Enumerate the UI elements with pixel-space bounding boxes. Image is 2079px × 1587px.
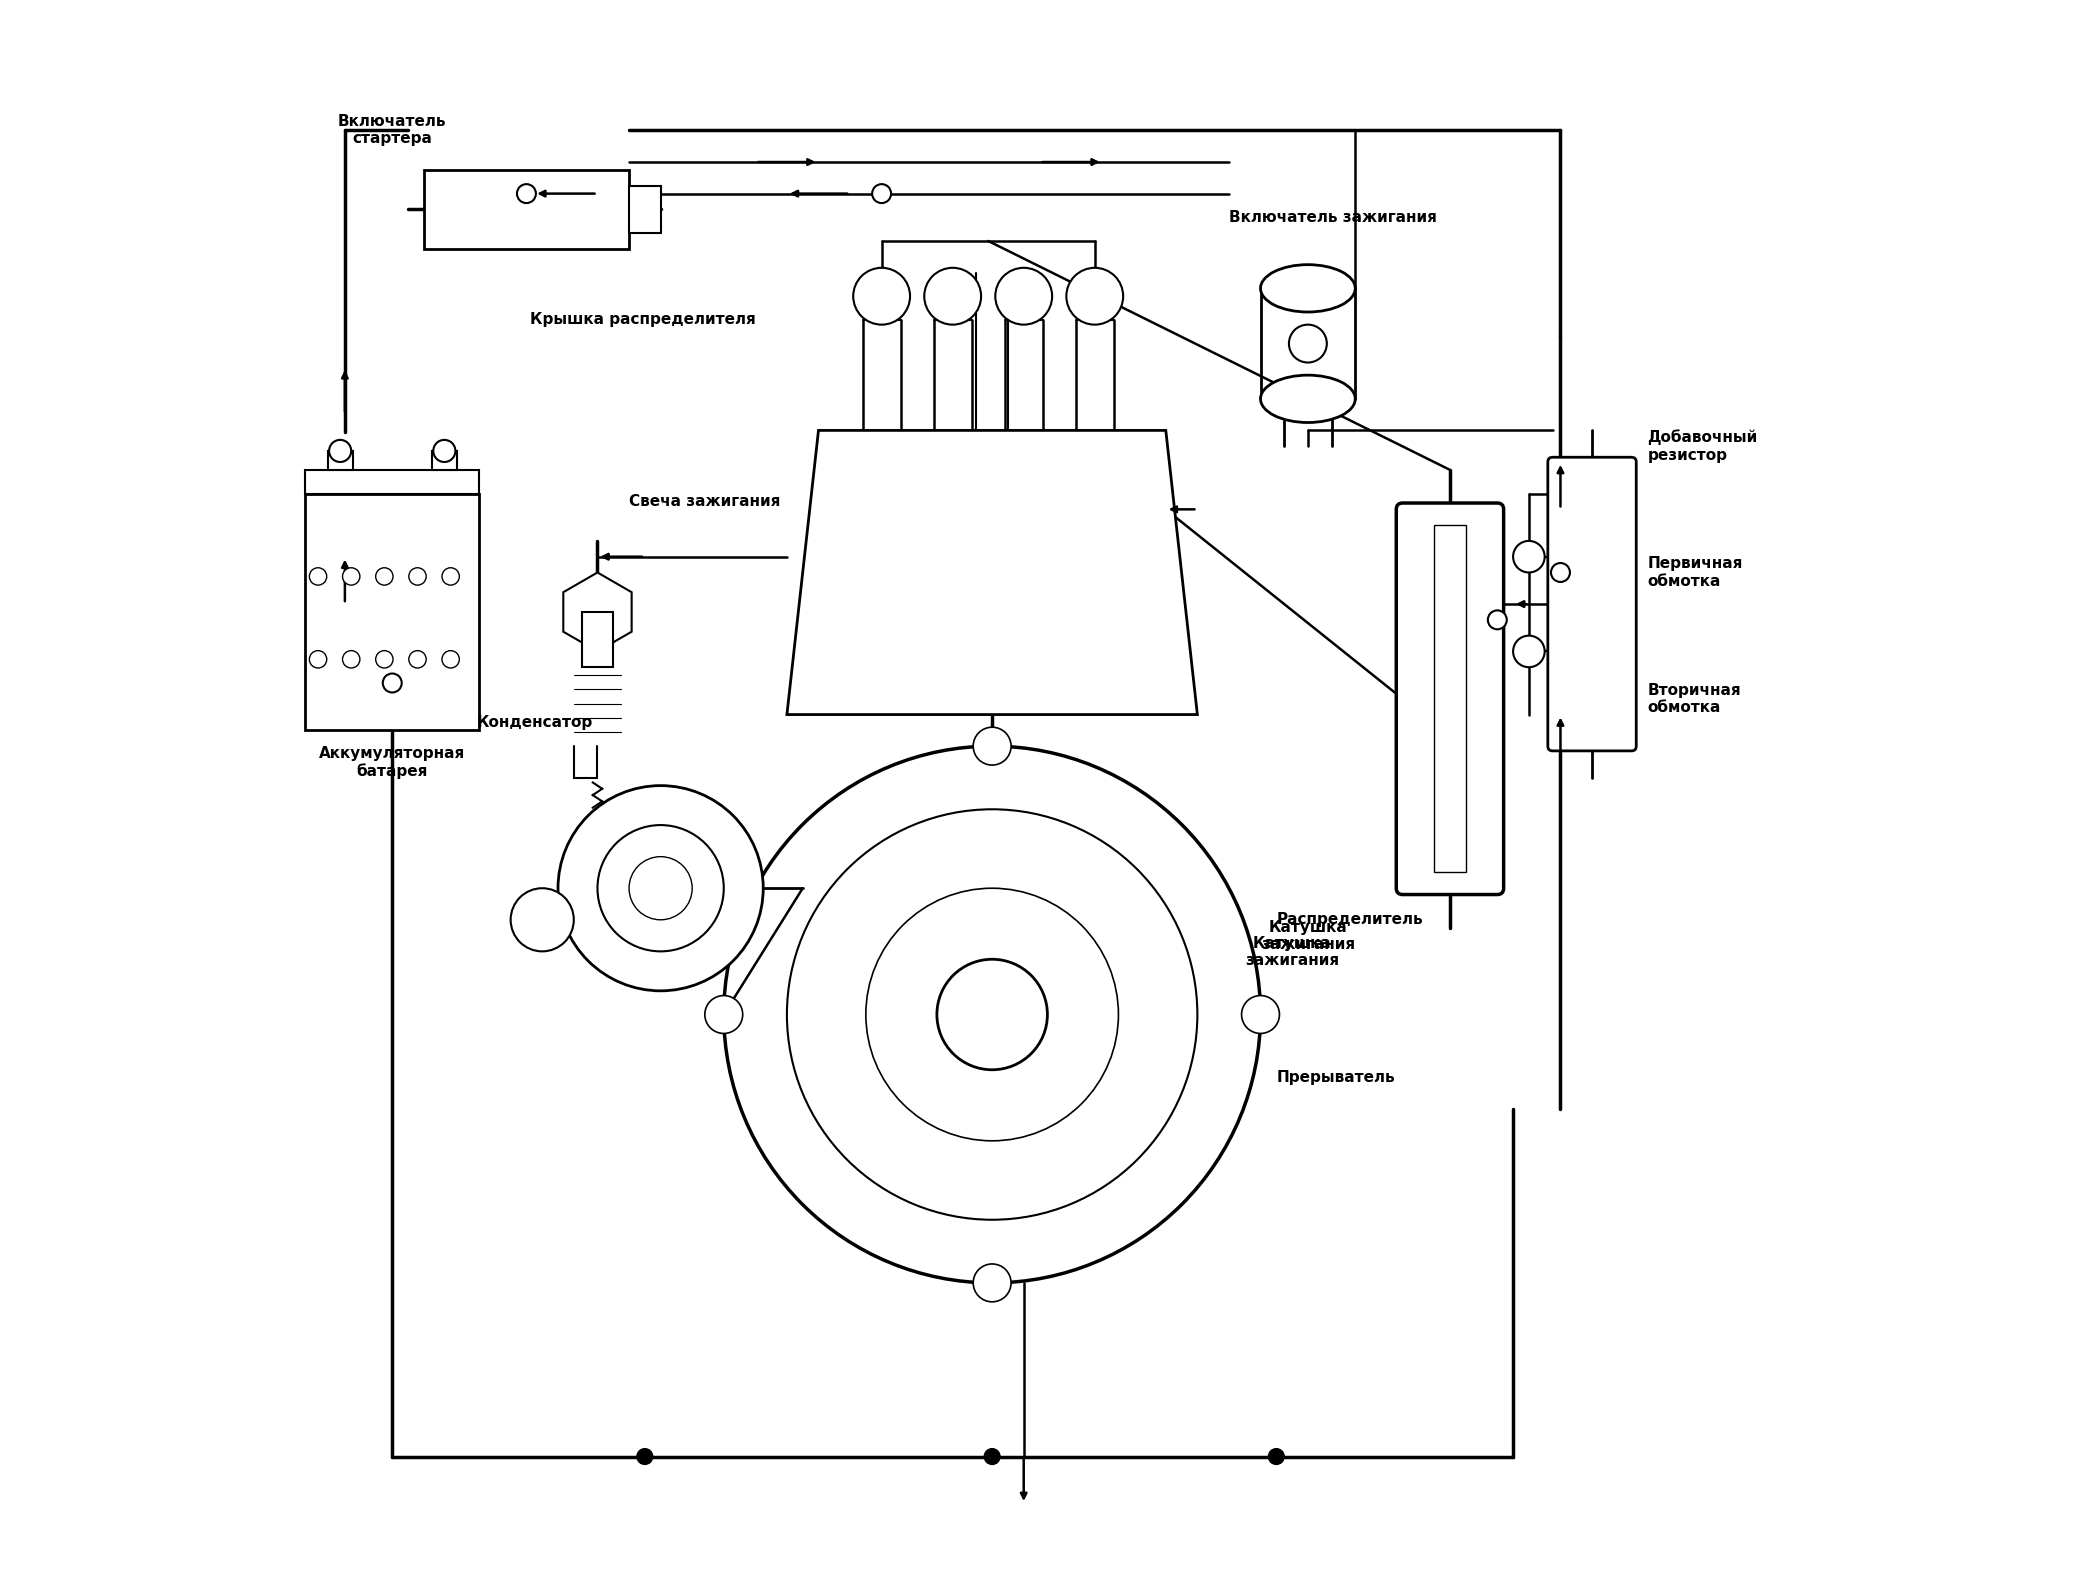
Circle shape [723,746,1260,1282]
Circle shape [1489,611,1507,630]
Bar [328,451,353,470]
Circle shape [1551,563,1570,582]
Text: Включатель зажигания: Включатель зажигания [1229,209,1437,225]
Text: Распределитель: Распределитель [1277,913,1422,927]
Circle shape [343,568,360,586]
Bar [306,494,478,730]
Bar [582,613,613,667]
Text: Прерыватель: Прерыватель [1277,1070,1395,1086]
Circle shape [557,786,763,990]
Circle shape [1514,541,1545,573]
Text: Первичная
обмотка: Первичная обмотка [1647,557,1742,589]
Text: Свеча зажигания: Свеча зажигания [630,494,780,509]
Circle shape [865,889,1119,1141]
Ellipse shape [1260,375,1356,422]
Circle shape [705,995,742,1033]
FancyBboxPatch shape [1397,503,1503,895]
Circle shape [443,568,459,586]
Circle shape [518,184,536,203]
Circle shape [597,825,723,951]
Circle shape [383,673,401,692]
Circle shape [443,651,459,668]
Circle shape [310,651,326,668]
Circle shape [343,651,360,668]
Circle shape [1514,636,1545,667]
Circle shape [996,268,1052,325]
Circle shape [376,568,393,586]
Circle shape [983,1449,1000,1465]
Circle shape [511,889,574,951]
Circle shape [630,857,692,920]
Circle shape [788,809,1198,1220]
Circle shape [1067,268,1123,325]
Text: Включатель
стартера: Включатель стартера [339,114,447,146]
Text: Крышка распределителя: Крышка распределителя [530,313,755,327]
Ellipse shape [1260,265,1356,313]
Bar [1435,525,1466,873]
Text: Аккумуляторная
батарея: Аккумуляторная батарея [318,746,466,779]
Circle shape [410,568,426,586]
FancyBboxPatch shape [1549,457,1636,751]
Circle shape [973,1263,1010,1301]
Bar [432,451,457,470]
Bar [630,186,661,233]
Circle shape [1268,1449,1285,1465]
Circle shape [925,268,981,325]
Text: Катушка
зажигания: Катушка зажигания [1260,920,1356,952]
Circle shape [973,727,1010,765]
Circle shape [328,440,351,462]
Polygon shape [788,430,1198,714]
Circle shape [1241,995,1279,1033]
Circle shape [376,651,393,668]
Circle shape [410,651,426,668]
Polygon shape [424,170,630,249]
Circle shape [1289,325,1326,362]
Circle shape [310,568,326,586]
Text: Добавочный
резистор: Добавочный резистор [1647,430,1757,463]
Circle shape [852,268,911,325]
Bar [306,470,478,494]
Circle shape [636,1449,653,1465]
Text: Катушка
зажигания: Катушка зажигания [1245,936,1339,968]
Circle shape [873,184,892,203]
Text: Конденсатор: Конденсатор [476,716,593,730]
Text: Вторичная
обмотка: Вторичная обмотка [1647,682,1740,716]
Circle shape [432,440,455,462]
Circle shape [938,959,1048,1070]
